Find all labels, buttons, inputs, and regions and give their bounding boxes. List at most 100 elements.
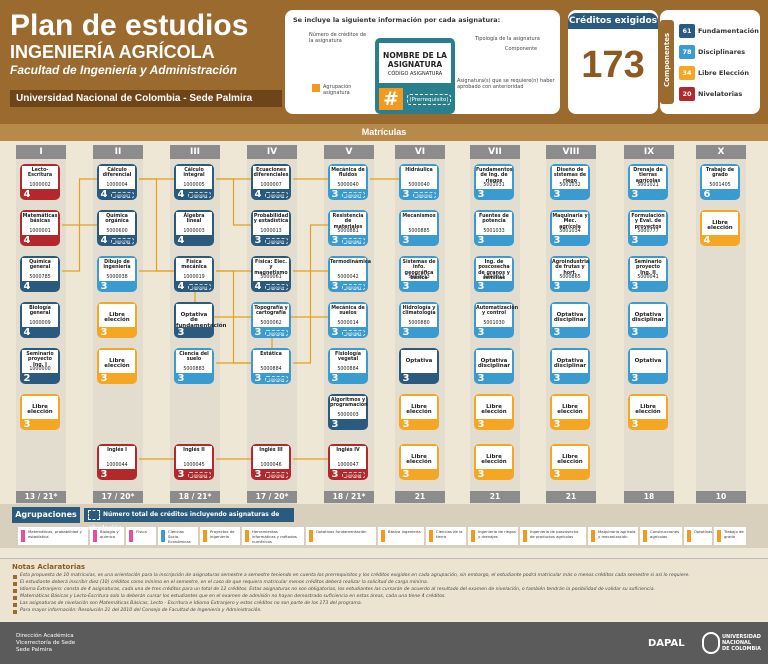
agrupacion-swatch	[93, 530, 97, 542]
course-credits: 3	[477, 327, 485, 338]
course-credits: 3	[631, 189, 639, 200]
course-code: 5000014	[337, 321, 359, 326]
course-credits: 3	[177, 327, 185, 338]
footer: Dirección Académica Vicerrectoría de Sed…	[0, 622, 768, 664]
course-name: Libre elección	[406, 404, 432, 416]
course-name: Mecánica de fluidos	[331, 168, 365, 179]
course-code: 1000013	[260, 229, 282, 234]
course-card: Trabajo de grado 5001405 6	[700, 164, 740, 200]
notes-title: Notas Aclaratorias	[12, 563, 86, 571]
component-row: 20 Nivelatorias	[679, 87, 759, 101]
course-card: Química general 5000785 4	[20, 256, 60, 292]
course-card: Biología general 1000009 4	[20, 302, 60, 338]
course-prereq: 1000044	[188, 472, 211, 478]
course-name: Resistencia de materiales	[332, 214, 364, 230]
course-credits: 3	[331, 419, 339, 430]
agrupacion-swatch	[309, 530, 313, 542]
course-credits: 3	[553, 189, 561, 200]
course-name: Trabajo de grado	[705, 168, 735, 179]
legend-box: Se incluye la siguiente información por …	[285, 10, 560, 114]
course-credits: 3	[553, 327, 561, 338]
course-code: 5000033	[408, 275, 430, 280]
course-name: Seminario proyecto Ing. I	[26, 352, 54, 368]
agrupaciones-note: Número total de créditos incluyendo asig…	[84, 508, 294, 532]
agrupacion-label: Herramientas informáticas y métodos numé…	[252, 529, 297, 544]
course-card: Física: Elec. y magnetismo 5000061 4 100001…	[251, 256, 291, 292]
agrupacion-item: Biología y química	[90, 527, 124, 545]
course-card: Optativa disciplinar 3	[628, 302, 668, 338]
course-card: Hidráulica 5000040 3 5000040	[399, 164, 439, 200]
course-name: Sistemas de info. geográfica básica	[402, 260, 436, 281]
course-code: 5000040	[408, 183, 430, 188]
course-name: Libre elección	[27, 404, 53, 416]
course-credits: 3	[331, 373, 339, 384]
agrupacion-item: Maquinaria agrícola y mecanización	[588, 527, 638, 545]
agrupacion-label: Proyectos de ingeniería	[210, 529, 235, 539]
note-item: Idioma Extranjero: consta de 4 asignatur…	[20, 587, 655, 592]
legend-prereq: (Prerrequisito)	[407, 94, 451, 105]
course-credits: 3	[477, 469, 485, 480]
agrupacion-item: Trabajo de grado	[714, 527, 746, 545]
footer-direction: Dirección Académica Vicerrectoría de Sed…	[16, 633, 76, 653]
legend-card-code: CÓDIGO ASIGNATURA	[387, 71, 443, 77]
course-prereq: 5000061	[342, 284, 365, 290]
bullet-icon	[13, 603, 17, 607]
course-card: Ecuaciones diferenciales 1000007 4 1000005	[251, 164, 291, 200]
course-card: Dibujo de ingeniería 5000038 3	[97, 256, 137, 292]
semester-header: VI	[395, 145, 445, 159]
course-name: Agroindustria de frutas y hort.	[552, 260, 590, 276]
course-code: 5000785	[29, 275, 51, 280]
unal-logo: UNIVERSIDAD NACIONAL DE COLOMBIA	[722, 634, 762, 652]
course-name: Ing. de poscosecha de granos y semillas	[478, 260, 510, 281]
course-name: Optativa	[405, 358, 433, 364]
course-name: Maquinaria y Mec. agrícola	[552, 214, 588, 230]
agrupacion-swatch	[523, 530, 527, 542]
course-name: Estática	[260, 352, 282, 357]
course-card: Libre elección 3	[474, 444, 514, 480]
course-card: Mecanismos 5000885 3	[399, 210, 439, 246]
course-name: Mecánica de suelos	[331, 306, 365, 317]
bullet-icon	[13, 596, 17, 600]
semester-credits: 18 / 21*	[170, 491, 220, 503]
course-name: Topografía y cartografía	[254, 306, 288, 317]
semester-header: X	[696, 145, 746, 159]
agrupacion-swatch	[161, 530, 165, 542]
credits-total: 173	[581, 44, 645, 86]
credits-title: Créditos exigidos	[568, 13, 658, 29]
course-code: 5000013	[483, 275, 505, 280]
prerequisite-connector	[293, 224, 328, 364]
course-credits: 3	[553, 419, 561, 430]
agrupacion-swatch	[591, 530, 595, 542]
course-name: Álgebra lineal	[183, 214, 205, 225]
bullet-icon	[13, 582, 17, 586]
university-title: Universidad Nacional de Colombia - Sede …	[10, 90, 282, 107]
course-credits: 3	[100, 373, 108, 384]
course-code: 1000009	[29, 321, 51, 326]
course-card: Ing. de poscosecha de granos y semillas 5…	[474, 256, 514, 292]
course-credits: 3	[553, 281, 561, 292]
course-card: Cálculo diferencial 1000004 4 1000001	[97, 164, 137, 200]
course-name: Física: Elec. y magnetismo	[254, 260, 288, 276]
course-credits: 3	[254, 469, 262, 480]
course-card: Libre elección 3	[550, 394, 590, 430]
course-prereq: 1000004	[188, 284, 211, 290]
prerequisite-connector	[62, 178, 97, 226]
agrupacion-item: Matemáticas, probabilidad y estadística	[18, 527, 88, 545]
course-credits: 3	[402, 373, 410, 384]
course-code: 1000004	[106, 183, 128, 188]
course-code: 5000880	[408, 321, 430, 326]
agrupacion-item: Física	[126, 527, 156, 545]
course-card: Libre elección 3	[399, 444, 439, 480]
agrupacion-label: Básica ingeniería	[388, 529, 421, 534]
course-code: 5001032	[559, 183, 581, 188]
semester-header: I	[16, 145, 66, 159]
course-card: Optativa disciplinar 3	[550, 302, 590, 338]
course-credits: 3	[100, 281, 108, 292]
course-prereq: 1000046	[342, 472, 365, 478]
course-name: Probabilidad y estadística	[253, 214, 289, 225]
course-credits: 3	[631, 419, 639, 430]
course-code: 5000038	[106, 275, 128, 280]
agrupacion-item: Optativas	[684, 527, 712, 545]
prerequisite-connector	[216, 178, 251, 226]
note-item: El estudiante deberá inscribir diez (10)…	[20, 580, 429, 585]
